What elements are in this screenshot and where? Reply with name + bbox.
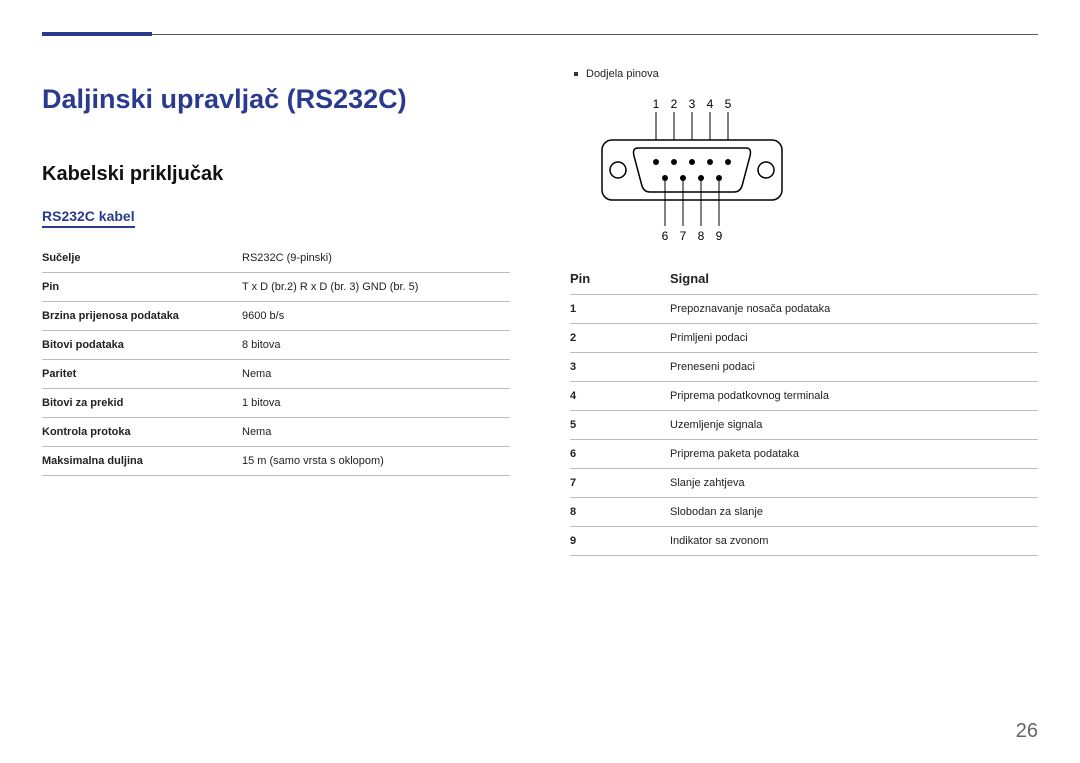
pin-label-3: 3 [689,97,696,111]
spec-label: Bitovi podataka [42,331,242,360]
table-row: 4Priprema podatkovnog terminala [570,382,1038,411]
spec-label: Paritet [42,360,242,389]
top-pin-labels: 1 2 3 4 5 [653,97,732,111]
table-row: 9Indikator sa zvonom [570,527,1038,556]
spec-value: 15 m (samo vrsta s oklopom) [242,447,510,476]
right-column: Dodjela pinova 1 2 3 4 5 [570,60,1038,556]
pin-label-2: 2 [671,97,678,111]
pin-label-7: 7 [680,229,687,243]
page-number: 26 [1016,720,1038,743]
signal-pin: 7 [570,469,670,498]
table-row: 6Priprema paketa podataka [570,440,1038,469]
screw-right-icon [758,162,774,178]
pin-label-1: 1 [653,97,660,111]
signal-value: Slanje zahtjeva [670,469,1038,498]
spec-table: SučeljeRS232C (9-pinski)PinT x D (br.2) … [42,244,510,476]
pin-label-8: 8 [698,229,705,243]
spec-value: 9600 b/s [242,302,510,331]
signal-pin: 4 [570,382,670,411]
signal-value: Uzemljenje signala [670,411,1038,440]
signal-value: Preneseni podaci [670,353,1038,382]
signal-table-body: 1Prepoznavanje nosača podataka2Primljeni… [570,295,1038,556]
dsub-shell [634,148,751,192]
table-row: Kontrola protokaNema [42,418,510,447]
signal-value: Priprema podatkovnog terminala [670,382,1038,411]
signal-header-pin: Pin [570,263,670,295]
bullet-icon [574,72,578,76]
table-row: Bitovi za prekid1 bitova [42,389,510,418]
spec-value: RS232C (9-pinski) [242,244,510,273]
screw-left-icon [610,162,626,178]
spec-label: Kontrola protoka [42,418,242,447]
signal-value: Priprema paketa podataka [670,440,1038,469]
table-row: Bitovi podataka8 bitova [42,331,510,360]
top-rule [42,32,1038,36]
signal-header-signal: Signal [670,263,1038,295]
spec-label: Pin [42,273,242,302]
spec-label: Brzina prijenosa podataka [42,302,242,331]
spec-value: Nema [242,418,510,447]
table-row: 3Preneseni podaci [570,353,1038,382]
pinout-bullet-text: Dodjela pinova [586,68,659,80]
spec-table-body: SučeljeRS232C (9-pinski)PinT x D (br.2) … [42,244,510,476]
table-row: 5Uzemljenje signala [570,411,1038,440]
left-column: Daljinski upravljač (RS232C) Kabelski pr… [42,60,510,556]
table-row: Brzina prijenosa podataka9600 b/s [42,302,510,331]
table-row: SučeljeRS232C (9-pinski) [42,244,510,273]
signal-value: Indikator sa zvonom [670,527,1038,556]
table-row: ParitetNema [42,360,510,389]
top-rule-thick [42,32,152,36]
signal-pin: 2 [570,324,670,353]
signal-pin: 8 [570,498,670,527]
signal-value: Slobodan za slanje [670,498,1038,527]
section-subheading: Kabelski priključak [42,163,510,186]
pin-label-5: 5 [725,97,732,111]
pinout-bullet-line: Dodjela pinova [570,60,1038,80]
signal-value: Primljeni podaci [670,324,1038,353]
table-row: 8Slobodan za slanje [570,498,1038,527]
table-row: PinT x D (br.2) R x D (br. 3) GND (br. 5… [42,273,510,302]
signal-pin: 1 [570,295,670,324]
two-column-layout: Daljinski upravljač (RS232C) Kabelski pr… [42,60,1038,556]
spec-label: Bitovi za prekid [42,389,242,418]
table-row: 7Slanje zahtjeva [570,469,1038,498]
page-title: Daljinski upravljač (RS232C) [42,84,510,115]
signal-pin: 6 [570,440,670,469]
signal-table: Pin Signal 1Prepoznavanje nosača podatak… [570,263,1038,556]
signal-pin: 5 [570,411,670,440]
spec-label: Sučelje [42,244,242,273]
signal-pin: 9 [570,527,670,556]
db9-connector-diagram: 1 2 3 4 5 [592,96,802,246]
signal-value: Prepoznavanje nosača podataka [670,295,1038,324]
cable-section-title: RS232C kabel [42,208,135,228]
top-rule-thin [42,34,1038,35]
table-row: Maksimalna duljina15 m (samo vrsta s okl… [42,447,510,476]
signal-pin: 3 [570,353,670,382]
spec-value: 1 bitova [242,389,510,418]
table-row: 1Prepoznavanje nosača podataka [570,295,1038,324]
spec-value: T x D (br.2) R x D (br. 3) GND (br. 5) [242,273,510,302]
spec-label: Maksimalna duljina [42,447,242,476]
table-row: 2Primljeni podaci [570,324,1038,353]
spec-value: Nema [242,360,510,389]
pin-label-9: 9 [716,229,723,243]
pin-label-6: 6 [662,229,669,243]
spec-value: 8 bitova [242,331,510,360]
pin-label-4: 4 [707,97,714,111]
